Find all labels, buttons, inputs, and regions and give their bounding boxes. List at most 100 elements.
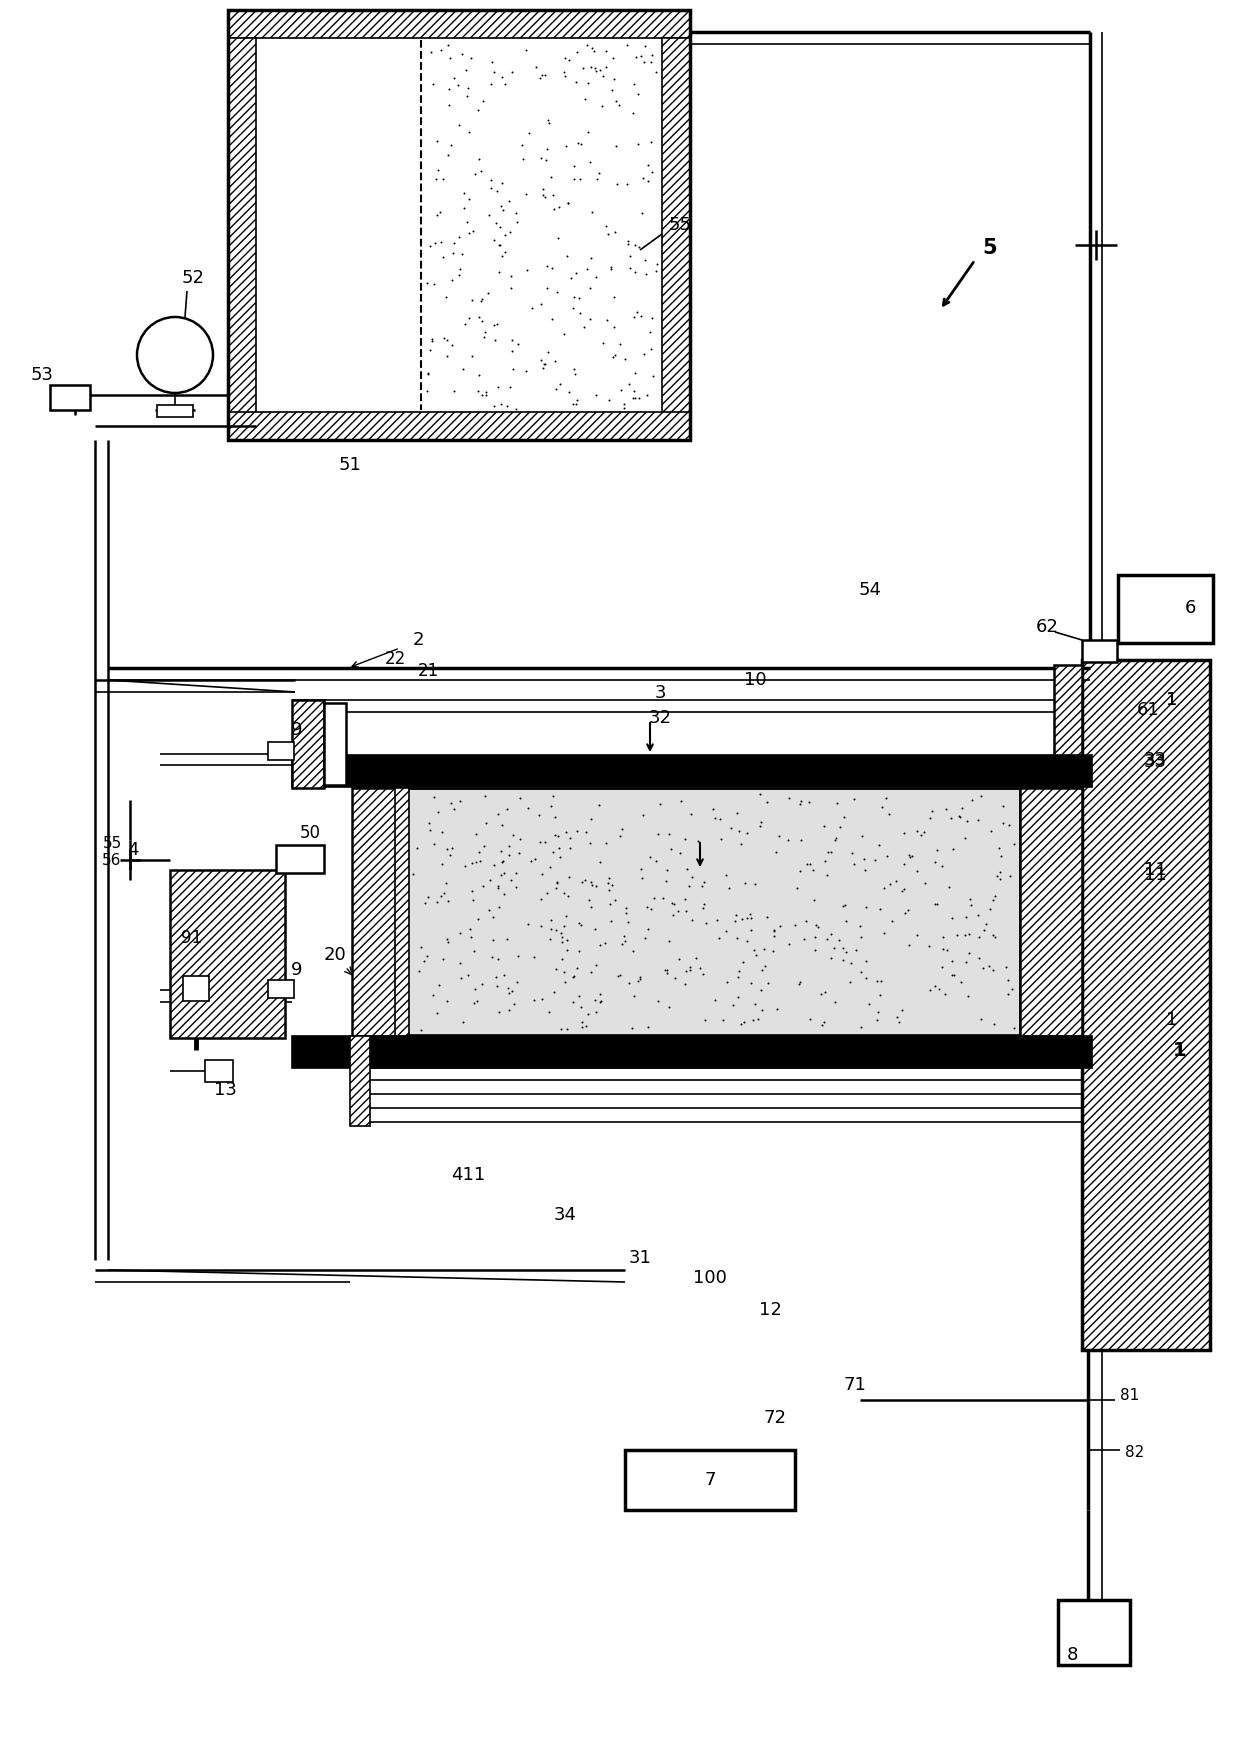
Point (579, 886, 599, 914)
Point (833, 945, 853, 973)
Point (496, 70, 516, 98)
Point (569, 937, 589, 964)
Point (728, 924, 748, 952)
Point (914, 818, 934, 846)
Point (900, 842, 920, 870)
Point (729, 957, 749, 985)
Point (755, 952, 775, 980)
Point (596, 305, 616, 333)
Point (503, 821, 523, 849)
Point (898, 896, 918, 924)
Point (430, 228, 450, 256)
Point (640, 842, 660, 870)
Point (872, 794, 892, 821)
Point (678, 872, 698, 900)
Point (595, 930, 615, 957)
Point (595, 54, 615, 82)
Point (507, 330, 527, 358)
Point (653, 884, 673, 912)
Point (464, 937, 484, 964)
Bar (228, 412, 689, 439)
Point (481, 166, 501, 194)
Point (432, 37, 451, 65)
Point (955, 921, 975, 949)
Point (472, 307, 492, 335)
Point (559, 45, 579, 73)
Point (498, 978, 518, 1006)
Text: 55: 55 (668, 216, 692, 234)
Point (642, 303, 662, 331)
Point (489, 800, 508, 828)
Bar (625, 1449, 795, 1510)
Point (582, 197, 601, 225)
Point (471, 288, 491, 316)
Point (506, 874, 526, 902)
Point (825, 989, 844, 1017)
Point (694, 1006, 714, 1034)
Point (489, 874, 508, 902)
Point (656, 956, 676, 984)
Text: 54: 54 (858, 581, 882, 598)
Point (558, 926, 578, 954)
Point (579, 68, 599, 96)
Point (590, 987, 610, 1015)
Point (503, 354, 523, 382)
Point (1004, 830, 1024, 858)
Point (506, 199, 526, 227)
Point (766, 996, 786, 1024)
Point (580, 148, 600, 176)
Point (635, 33, 655, 61)
Bar (352, 788, 407, 1036)
Point (463, 877, 482, 905)
Point (537, 253, 557, 281)
Text: 100: 100 (693, 1270, 727, 1287)
Point (709, 924, 729, 952)
Point (531, 828, 551, 856)
Point (542, 305, 562, 333)
Text: 51: 51 (339, 455, 361, 474)
Point (639, 916, 658, 944)
Point (756, 788, 776, 816)
Point (740, 900, 760, 928)
Point (906, 856, 926, 884)
Point (675, 970, 694, 998)
Point (758, 970, 777, 998)
Text: 4: 4 (128, 841, 139, 860)
Point (692, 872, 712, 900)
Point (641, 335, 661, 363)
Point (983, 956, 1003, 984)
Point (650, 790, 670, 818)
Point (910, 821, 930, 849)
Point (461, 923, 481, 950)
Point (485, 851, 505, 879)
Point (454, 194, 474, 221)
Point (746, 940, 766, 968)
Point (671, 787, 691, 814)
Point (552, 928, 572, 956)
Point (753, 996, 773, 1024)
Point (449, 223, 469, 251)
Point (563, 963, 583, 991)
Point (516, 180, 536, 208)
Point (998, 811, 1018, 839)
Point (544, 195, 564, 223)
Point (532, 985, 552, 1013)
Point (501, 865, 521, 893)
Point (816, 978, 836, 1006)
Point (480, 201, 500, 228)
Point (574, 312, 594, 340)
Point (968, 924, 988, 952)
Point (646, 58, 666, 85)
Point (450, 949, 470, 977)
Bar (291, 699, 324, 788)
Point (812, 1012, 832, 1039)
Bar (228, 10, 689, 439)
Point (856, 963, 875, 991)
Point (805, 937, 825, 964)
Point (895, 900, 915, 928)
Point (998, 966, 1018, 994)
Point (558, 188, 578, 216)
Point (815, 1008, 835, 1036)
Point (823, 935, 843, 963)
Point (500, 373, 520, 401)
